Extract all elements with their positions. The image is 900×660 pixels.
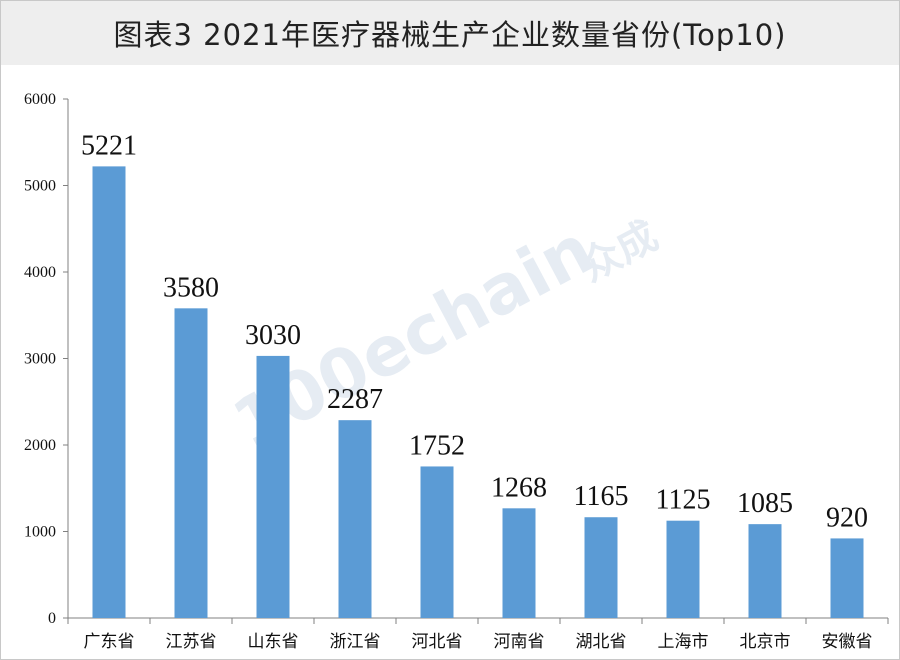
bar	[502, 508, 536, 618]
data-label: 1165	[574, 481, 629, 512]
y-tick-label: 2000	[24, 437, 56, 454]
bar	[748, 524, 782, 618]
x-tick-label: 广东省	[84, 632, 135, 652]
data-label: 1752	[409, 430, 465, 461]
bars	[92, 166, 864, 619]
x-tick-label: 安徽省	[822, 632, 873, 652]
y-tick-label: 1000	[24, 524, 56, 541]
bar	[420, 466, 454, 618]
data-label: 3030	[245, 320, 301, 351]
x-tick-label: 河北省	[412, 632, 463, 652]
data-label: 1125	[656, 485, 711, 516]
bar	[174, 308, 208, 618]
y-tick-label: 4000	[24, 264, 56, 281]
y-tick-label: 0	[48, 610, 56, 627]
x-tick-label: 上海市	[658, 632, 709, 652]
bar	[666, 520, 700, 618]
bar	[256, 355, 290, 618]
data-label: 2287	[327, 384, 383, 415]
data-label: 1085	[737, 488, 793, 519]
x-tick-label: 湖北省	[576, 632, 627, 652]
bar	[830, 538, 864, 618]
value-labels: 5221 3580 3030 2287 1752 1268 1165 1125 1085 920	[81, 130, 868, 533]
x-tick-label: 江苏省	[166, 632, 217, 652]
title-bar: 图表3 2021年医疗器械生产企业数量省份(Top10)	[1, 1, 899, 65]
y-tick-label: 3000	[24, 351, 56, 368]
x-tick-label: 北京市	[740, 632, 791, 652]
chart-title: 图表3 2021年医疗器械生产企业数量省份(Top10)	[113, 18, 787, 52]
y-tick-label: 6000	[24, 91, 56, 108]
x-tick-label: 浙江省	[330, 632, 381, 652]
bar	[584, 517, 618, 618]
bar	[338, 420, 372, 618]
x-tick-label: 山东省	[248, 632, 299, 652]
data-label: 1268	[491, 472, 547, 503]
y-tick-label: 5000	[24, 178, 56, 195]
x-tick-label: 河南省	[494, 632, 545, 652]
bar	[92, 166, 126, 619]
data-label: 3580	[163, 272, 219, 303]
data-label: 5221	[81, 130, 137, 161]
data-label: 920	[826, 502, 868, 533]
